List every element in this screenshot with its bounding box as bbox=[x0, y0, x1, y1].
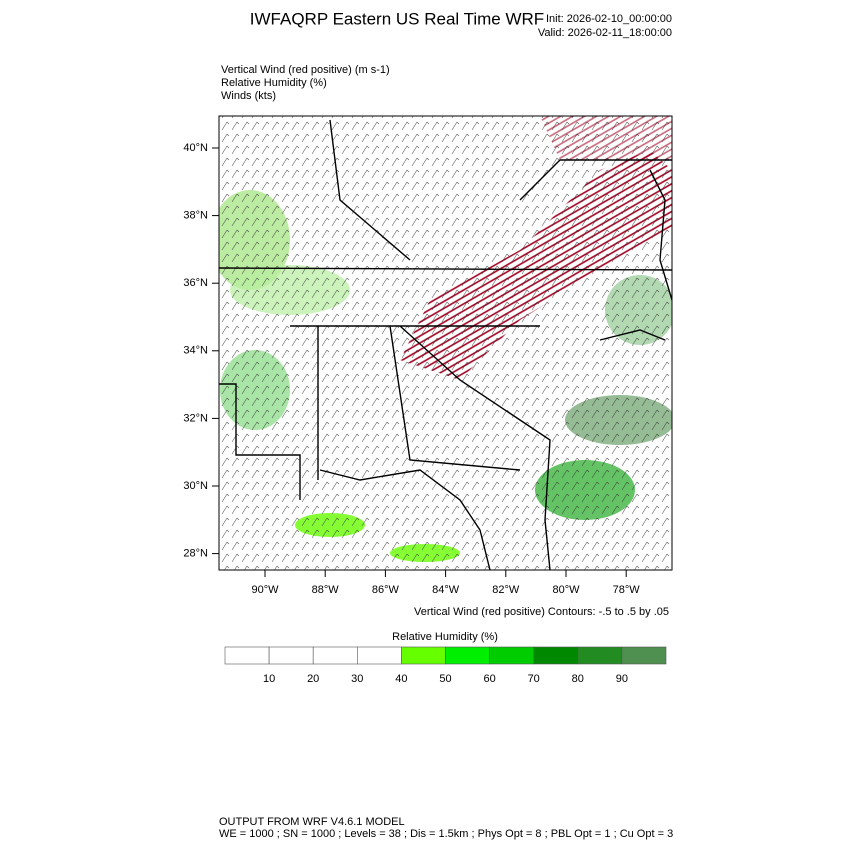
lon-label: 88°W bbox=[312, 584, 340, 596]
borders bbox=[219, 119, 672, 570]
colorbar-label: 60 bbox=[483, 673, 495, 685]
lon-label: 84°W bbox=[432, 584, 460, 596]
lat-label: 34°N bbox=[183, 345, 208, 357]
lon-label: 86°W bbox=[372, 584, 400, 596]
init-time: Init: 2026-02-10_00:00:00 bbox=[546, 13, 672, 25]
map-axes: 40°N 38°N 36°N 34°N 32°N 30°N 28°N 90°W 88°W 86°W… bbox=[183, 142, 640, 596]
colorbar-box bbox=[621, 646, 667, 665]
lon-label: 78°W bbox=[613, 584, 641, 596]
colorbar-box bbox=[268, 646, 314, 665]
colorbar-label: 40 bbox=[395, 673, 407, 685]
colorbar-label: 30 bbox=[351, 673, 363, 685]
lon-label: 80°W bbox=[552, 584, 580, 596]
contour-note: Vertical Wind (red positive) Contours: -… bbox=[414, 606, 669, 618]
colorbar-label: 70 bbox=[528, 673, 540, 685]
lon-label: 90°W bbox=[251, 584, 279, 596]
colorbar-box bbox=[312, 646, 358, 665]
colorbar-label: 50 bbox=[439, 673, 451, 685]
colorbar-label: 20 bbox=[307, 673, 319, 685]
lon-label: 82°W bbox=[492, 584, 520, 596]
field-label: Winds (kts) bbox=[221, 90, 276, 102]
field-label: Relative Humidity (%) bbox=[221, 77, 327, 89]
colorbar-label: 10 bbox=[263, 673, 275, 685]
colorbar-box bbox=[577, 646, 623, 665]
lat-label: 28°N bbox=[183, 548, 208, 560]
lat-label: 40°N bbox=[183, 142, 208, 154]
colorbar-box bbox=[489, 646, 535, 665]
lat-label: 32°N bbox=[183, 412, 208, 424]
lat-label: 30°N bbox=[183, 480, 208, 492]
map-plot bbox=[219, 116, 672, 570]
field-list: Vertical Wind (red positive) (m s-1)Rela… bbox=[221, 64, 390, 102]
footer-line: WE = 1000 ; SN = 1000 ; Levels = 38 ; Di… bbox=[219, 828, 673, 840]
colorbar-label: 90 bbox=[616, 673, 628, 685]
colorbar-title: Relative Humidity (%) bbox=[392, 631, 498, 643]
lat-label: 36°N bbox=[183, 277, 208, 289]
colorbar-box bbox=[533, 646, 579, 665]
wind-barbs bbox=[219, 116, 672, 570]
colorbar: 10 20 30 40 50 60 70 80 90 bbox=[224, 646, 667, 685]
lat-label: 38°N bbox=[183, 210, 208, 222]
field-label: Vertical Wind (red positive) (m s-1) bbox=[221, 64, 390, 76]
colorbar-box bbox=[401, 646, 446, 665]
colorbar-box bbox=[356, 646, 402, 665]
footer-line: OUTPUT FROM WRF V4.6.1 MODEL bbox=[219, 816, 405, 828]
colorbar-box bbox=[224, 646, 270, 665]
colorbar-box bbox=[445, 646, 490, 665]
title: IWFAQRP Eastern US Real Time WRF bbox=[250, 9, 544, 28]
colorbar-label: 80 bbox=[572, 673, 584, 685]
valid-time: Valid: 2026-02-11_18:00:00 bbox=[538, 27, 672, 39]
